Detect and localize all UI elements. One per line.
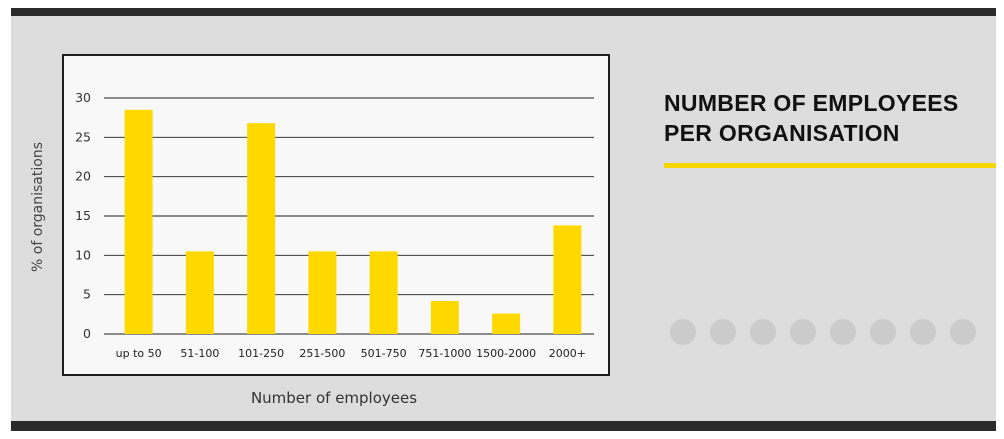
bottom-border [11, 421, 996, 431]
bar-chart: 0 5 10 15 20 25 30 up to 50 51-100 101-250 251-500… [75, 90, 594, 360]
y-tick-label: 0 [83, 326, 91, 341]
pagination-dot[interactable] [950, 319, 976, 345]
pagination-dot[interactable] [750, 319, 776, 345]
x-tick-label: 101-250 [238, 347, 284, 360]
bar [185, 251, 214, 334]
x-tick-label: 1500-2000 [476, 347, 536, 360]
x-tick-label: up to 50 [116, 347, 162, 360]
pagination-dot[interactable] [830, 319, 856, 345]
bar [553, 225, 582, 334]
x-tick-label: 501-750 [361, 347, 407, 360]
chart-title: NUMBER OF EMPLOYEES PER ORGANISATION [664, 88, 994, 148]
x-axis-label: Number of employees [250, 389, 418, 407]
pagination-dot[interactable] [670, 319, 696, 345]
bar [369, 251, 398, 334]
title-line-2: PER ORGANISATION [664, 120, 900, 146]
y-tick-label: 5 [83, 287, 91, 302]
bar [492, 313, 521, 334]
x-tick-label: 51-100 [180, 347, 219, 360]
pagination-dot[interactable] [710, 319, 736, 345]
x-tick-label: 251-500 [299, 347, 345, 360]
y-tick-label: 25 [75, 129, 91, 144]
pagination-dot[interactable] [790, 319, 816, 345]
y-axis-label: % of organisations [30, 142, 46, 272]
bar [247, 123, 276, 334]
y-tick-label: 30 [75, 90, 91, 105]
pagination-dots [670, 319, 976, 345]
x-tick-label: 2000+ [549, 347, 586, 360]
bar [430, 300, 459, 334]
y-tick-label: 10 [75, 247, 91, 262]
bar [308, 251, 337, 334]
top-border [11, 8, 996, 16]
bar [124, 109, 153, 334]
title-underline [664, 163, 996, 168]
y-tick-label: 20 [75, 169, 91, 184]
chart-container: 0 5 10 15 20 25 30 up to 50 51-100 101-250 251-500… [62, 54, 610, 376]
y-tick-label: 15 [75, 208, 91, 223]
x-tick-label: 751-1000 [418, 347, 471, 360]
title-line-1: NUMBER OF EMPLOYEES [664, 90, 959, 116]
pagination-dot[interactable] [910, 319, 936, 345]
pagination-dot[interactable] [870, 319, 896, 345]
